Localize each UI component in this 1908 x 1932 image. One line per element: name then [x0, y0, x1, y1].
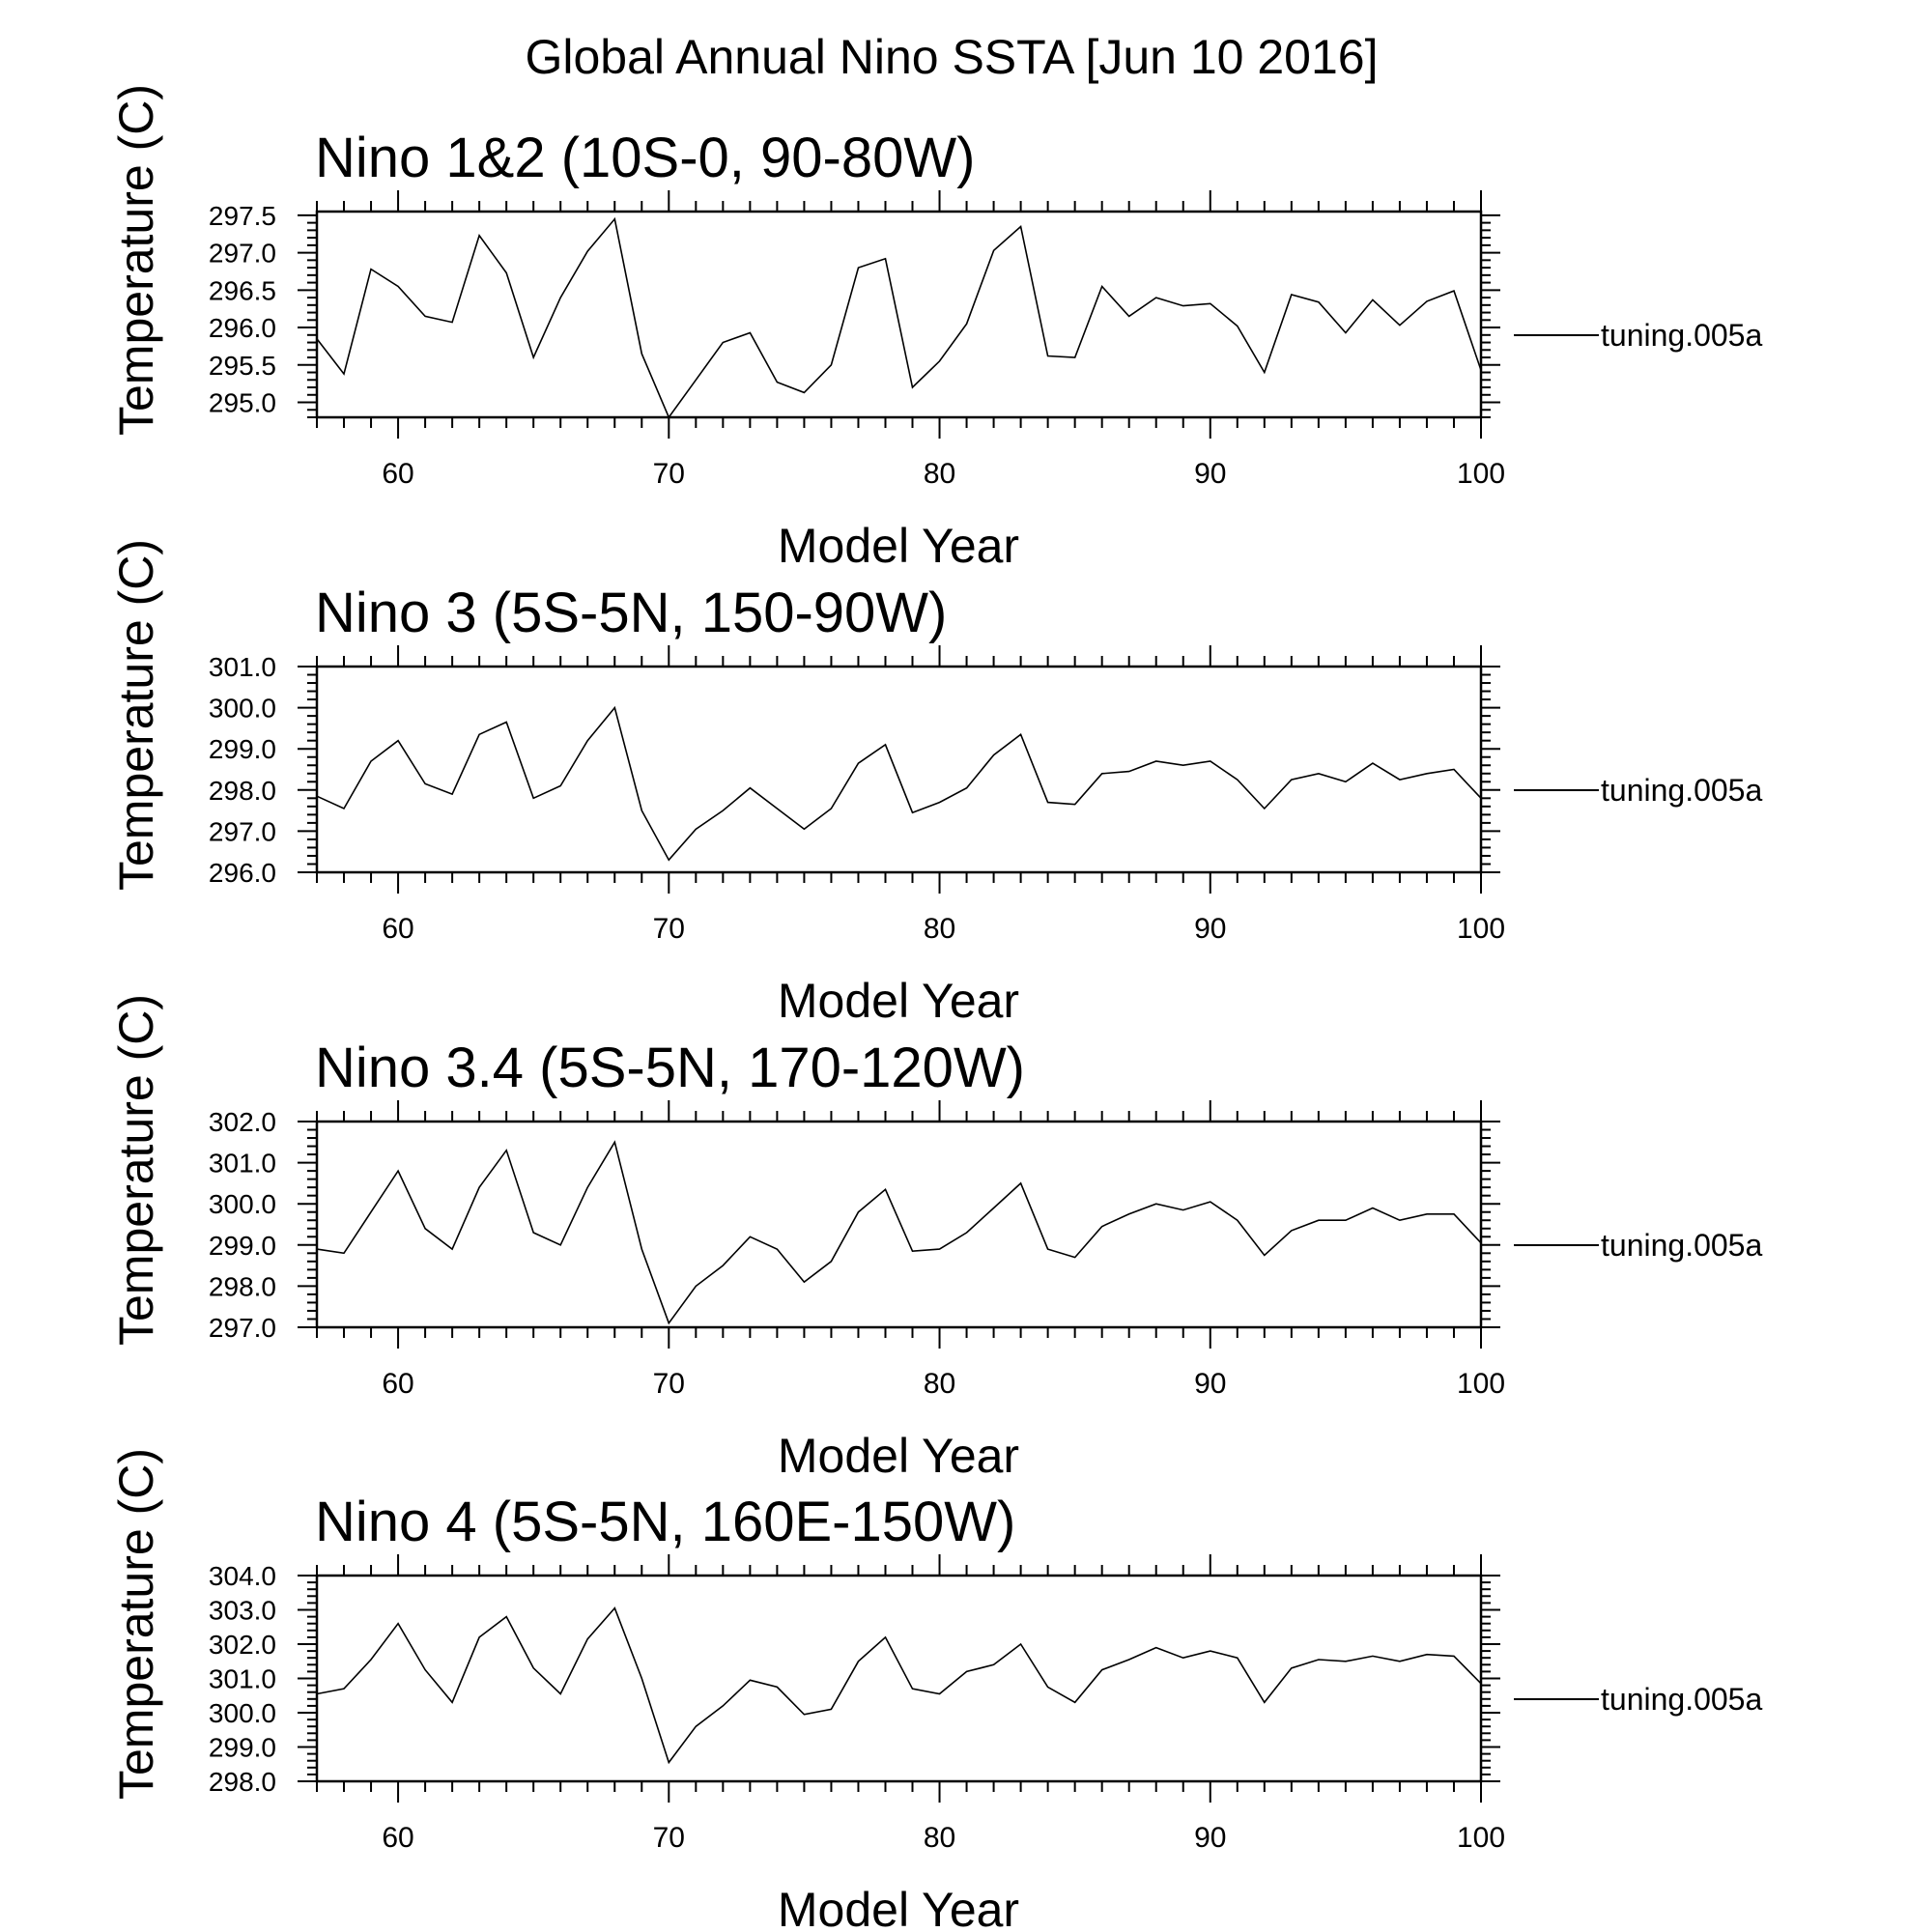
x-tick-label: 70 [653, 1822, 685, 1854]
panel-2: Nino 3 (5S-5N, 150-90W) Temperature (C) Mo… [109, 539, 1762, 1028]
y-axis-label: Temperature (C) [109, 994, 163, 1346]
y-tick-label: 303.0 [209, 1596, 276, 1626]
panel-title: Nino 3.4 (5S-5N, 170-120W) [315, 1037, 1025, 1099]
series-line [316, 705, 1482, 862]
y-tick-label: 299.0 [209, 734, 276, 764]
x-tick-label: 90 [1194, 458, 1226, 490]
x-tick-label: 70 [653, 458, 685, 490]
y-tick-label: 297.0 [209, 816, 276, 846]
x-tick-label: 60 [382, 1368, 413, 1400]
plot-frame [315, 1120, 1483, 1329]
panel-title: Nino 4 (5S-5N, 160E-150W) [315, 1491, 1015, 1553]
y-tick-label: 297.0 [209, 239, 276, 269]
series-line [316, 1140, 1482, 1325]
y-tick-label: 296.5 [209, 275, 276, 305]
x-tick-label: 100 [1457, 1822, 1505, 1854]
y-tick-label: 300.0 [209, 1189, 276, 1219]
panel-3: Nino 3.4 (5S-5N, 170-120W) Temperature (C… [109, 994, 1762, 1483]
y-tick-label: 302.0 [209, 1107, 276, 1137]
legend-label: tuning.005a [1601, 773, 1762, 808]
series-line [316, 1606, 1482, 1765]
x-tick-label: 80 [924, 913, 955, 945]
x-tick-label: 80 [924, 1368, 955, 1400]
y-tick-label: 295.5 [209, 351, 276, 381]
x-tick-label: 90 [1194, 1822, 1226, 1854]
y-tick-label: 300.0 [209, 1698, 276, 1728]
y-tick-label: 301.0 [209, 652, 276, 682]
panel-title: Nino 3 (5S-5N, 150-90W) [315, 582, 947, 644]
y-tick-label: 299.0 [209, 1231, 276, 1261]
x-tick-label: 80 [924, 458, 955, 490]
x-axis-label: Model Year [778, 1883, 1019, 1932]
y-axis-label: Temperature (C) [109, 84, 163, 436]
x-tick-label: 60 [382, 458, 413, 490]
y-tick-label: 298.0 [209, 776, 276, 806]
plot-frame [315, 1574, 1483, 1783]
x-axis-label: Model Year [778, 519, 1019, 573]
y-axis-label: Temperature (C) [109, 1448, 163, 1800]
x-tick-label: 100 [1457, 1368, 1505, 1400]
y-tick-label: 302.0 [209, 1630, 276, 1660]
x-tick-label: 70 [653, 1368, 685, 1400]
y-tick-label: 298.0 [209, 1271, 276, 1301]
y-tick-label: 299.0 [209, 1733, 276, 1763]
x-tick-label: 100 [1457, 458, 1505, 490]
figure-title: Global Annual Nino SSTA [Jun 10 2016] [525, 30, 1378, 84]
x-tick-label: 90 [1194, 1368, 1226, 1400]
plot-frame [315, 665, 1483, 874]
y-axis-label: Temperature (C) [109, 539, 163, 891]
plot-frame [315, 210, 1483, 419]
y-tick-label: 298.0 [209, 1767, 276, 1797]
panel-1: Nino 1&2 (10S-0, 90-80W) Temperature (C) M… [109, 84, 1762, 573]
panel-title: Nino 1&2 (10S-0, 90-80W) [315, 127, 975, 189]
y-tick-label: 296.0 [209, 858, 276, 888]
y-tick-label: 304.0 [209, 1561, 276, 1591]
legend-label: tuning.005a [1601, 318, 1762, 353]
y-tick-label: 301.0 [209, 1149, 276, 1179]
legend-label: tuning.005a [1601, 1682, 1762, 1717]
legend-label: tuning.005a [1601, 1228, 1762, 1263]
y-tick-label: 295.0 [209, 388, 276, 418]
panel-4: Nino 4 (5S-5N, 160E-150W) Temperature (C)… [109, 1448, 1762, 1932]
x-tick-label: 100 [1457, 913, 1505, 945]
y-tick-label: 296.0 [209, 313, 276, 343]
x-tick-label: 70 [653, 913, 685, 945]
x-tick-label: 60 [382, 913, 413, 945]
y-tick-label: 297.5 [209, 201, 276, 231]
y-tick-label: 301.0 [209, 1664, 276, 1694]
y-tick-label: 297.0 [209, 1313, 276, 1343]
x-tick-label: 80 [924, 1822, 955, 1854]
x-tick-label: 60 [382, 1822, 413, 1854]
series-line [316, 216, 1482, 419]
y-tick-label: 300.0 [209, 694, 276, 724]
x-axis-label: Model Year [778, 974, 1019, 1028]
x-tick-label: 90 [1194, 913, 1226, 945]
x-axis-label: Model Year [778, 1429, 1019, 1483]
